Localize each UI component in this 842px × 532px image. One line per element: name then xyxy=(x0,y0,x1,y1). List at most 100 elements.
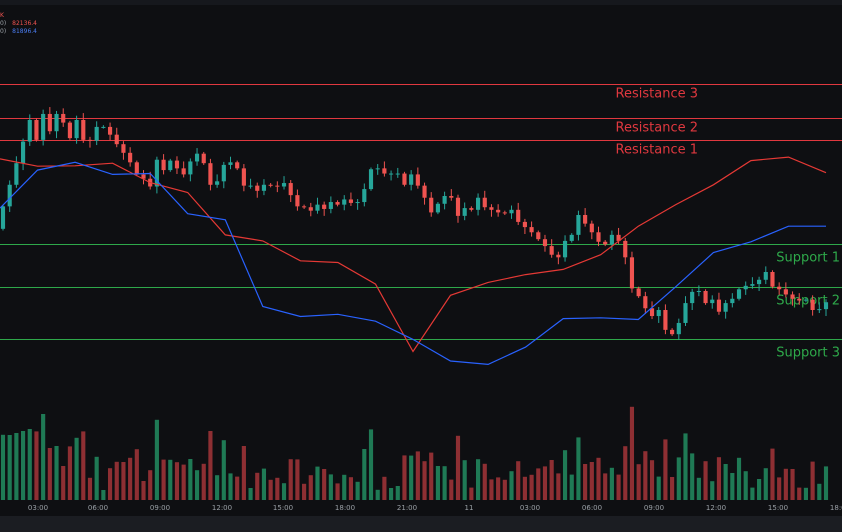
level-label-resistance: Resistance 2 xyxy=(616,121,698,136)
volume-bar xyxy=(348,477,354,500)
volume-bar xyxy=(676,457,681,500)
volume-bar xyxy=(34,431,39,500)
volume-bar xyxy=(656,476,661,500)
volume-bar xyxy=(235,476,240,500)
x-tick-label: 18:00 xyxy=(830,504,842,512)
candle-body xyxy=(281,183,287,187)
candle-body xyxy=(335,202,340,205)
x-tick-label: 15:00 xyxy=(768,504,788,512)
candle-body xyxy=(141,174,146,179)
candle-body xyxy=(114,134,119,145)
volume-bar xyxy=(328,474,333,500)
candle-body xyxy=(315,204,320,211)
volume-bar xyxy=(817,483,822,500)
candle-body xyxy=(703,291,708,304)
volume-bar xyxy=(208,431,213,500)
volume-bar xyxy=(382,476,387,500)
volume-bar xyxy=(770,448,775,500)
volume-bar xyxy=(107,468,113,500)
volume-bar xyxy=(422,461,427,500)
candle-body xyxy=(322,204,327,209)
candle-body xyxy=(128,152,133,163)
volume-bar xyxy=(395,486,400,500)
candle-body xyxy=(823,302,829,310)
candle-body xyxy=(596,232,601,242)
candle-body xyxy=(74,120,79,139)
x-tick-label: 18:00 xyxy=(335,504,355,512)
x-tick-label: 09:00 xyxy=(644,504,664,512)
volume-bar xyxy=(723,464,728,500)
candle-body xyxy=(208,163,213,185)
candle-body xyxy=(770,272,775,287)
candle-body xyxy=(676,322,681,335)
volume-bar xyxy=(194,470,200,500)
candle-body xyxy=(489,207,494,210)
volume-bar xyxy=(542,466,548,500)
legend-row-3: 0) 81896.4 xyxy=(0,28,37,36)
price-chart[interactable]: Resistance 3 Resistance 2 Resistance 1 Supp… xyxy=(0,0,842,516)
volume-bar xyxy=(696,477,701,500)
candle-body xyxy=(790,294,795,299)
volume-bar xyxy=(101,490,106,500)
candle-body xyxy=(449,196,454,198)
candle-body xyxy=(797,298,802,301)
volume-bar xyxy=(442,466,447,500)
volume-bar xyxy=(14,433,19,500)
volume-bar xyxy=(248,488,253,500)
volume-bar xyxy=(596,457,601,500)
candle-body xyxy=(810,299,815,310)
candle-body xyxy=(730,298,735,304)
candle-body xyxy=(750,284,755,286)
volume-bar xyxy=(583,464,588,500)
candle-body xyxy=(763,272,768,280)
top-toolbar xyxy=(0,0,842,5)
candle-body xyxy=(549,246,554,255)
candle-body xyxy=(241,168,246,186)
x-tick-label: 11 xyxy=(465,504,474,512)
legend-row-2: 0) 82136.4 xyxy=(0,20,37,28)
volume-bar xyxy=(750,487,755,500)
candle-body xyxy=(288,183,293,196)
volume-bar xyxy=(649,460,655,500)
volume-bar xyxy=(743,471,748,500)
volume-bar xyxy=(449,479,454,500)
legend-label: 0) xyxy=(0,28,7,35)
volume-bar xyxy=(783,468,788,500)
volume-bar xyxy=(569,474,574,500)
volume-bar xyxy=(20,431,26,500)
volume-bar xyxy=(201,463,206,500)
candle-body xyxy=(502,212,507,214)
volume-bar xyxy=(281,483,287,500)
candle-body xyxy=(616,234,621,241)
volume-bar xyxy=(54,446,59,500)
volume-bar xyxy=(576,437,581,500)
candle-body xyxy=(777,286,782,290)
volume-bar xyxy=(402,455,407,500)
candle-body xyxy=(656,310,661,317)
volume-bar xyxy=(502,479,507,500)
volume-bar xyxy=(415,451,420,500)
candle-body xyxy=(562,240,568,258)
volume-bar xyxy=(81,431,86,500)
volume-bar xyxy=(529,474,534,500)
volume-bar xyxy=(322,469,327,500)
candle-body xyxy=(328,202,333,209)
legend-label: K xyxy=(0,12,4,19)
candle-body xyxy=(255,185,260,191)
candle-body xyxy=(482,197,487,208)
candle-body xyxy=(194,153,200,162)
candle-body xyxy=(509,209,514,214)
candle-body xyxy=(248,185,253,187)
x-tick-label: 12:00 xyxy=(706,504,726,512)
volume-bar xyxy=(797,487,802,500)
legend-value: 81896.4 xyxy=(12,28,37,35)
volume-bar xyxy=(275,477,280,500)
candle-body xyxy=(94,126,99,141)
volume-bar xyxy=(636,464,641,500)
level-label-support: Support 3 xyxy=(776,346,840,361)
volume-bar xyxy=(435,466,440,500)
candle-body xyxy=(14,163,19,185)
candle-body xyxy=(629,257,635,289)
candle-body xyxy=(107,126,113,135)
candle-body xyxy=(389,173,394,175)
